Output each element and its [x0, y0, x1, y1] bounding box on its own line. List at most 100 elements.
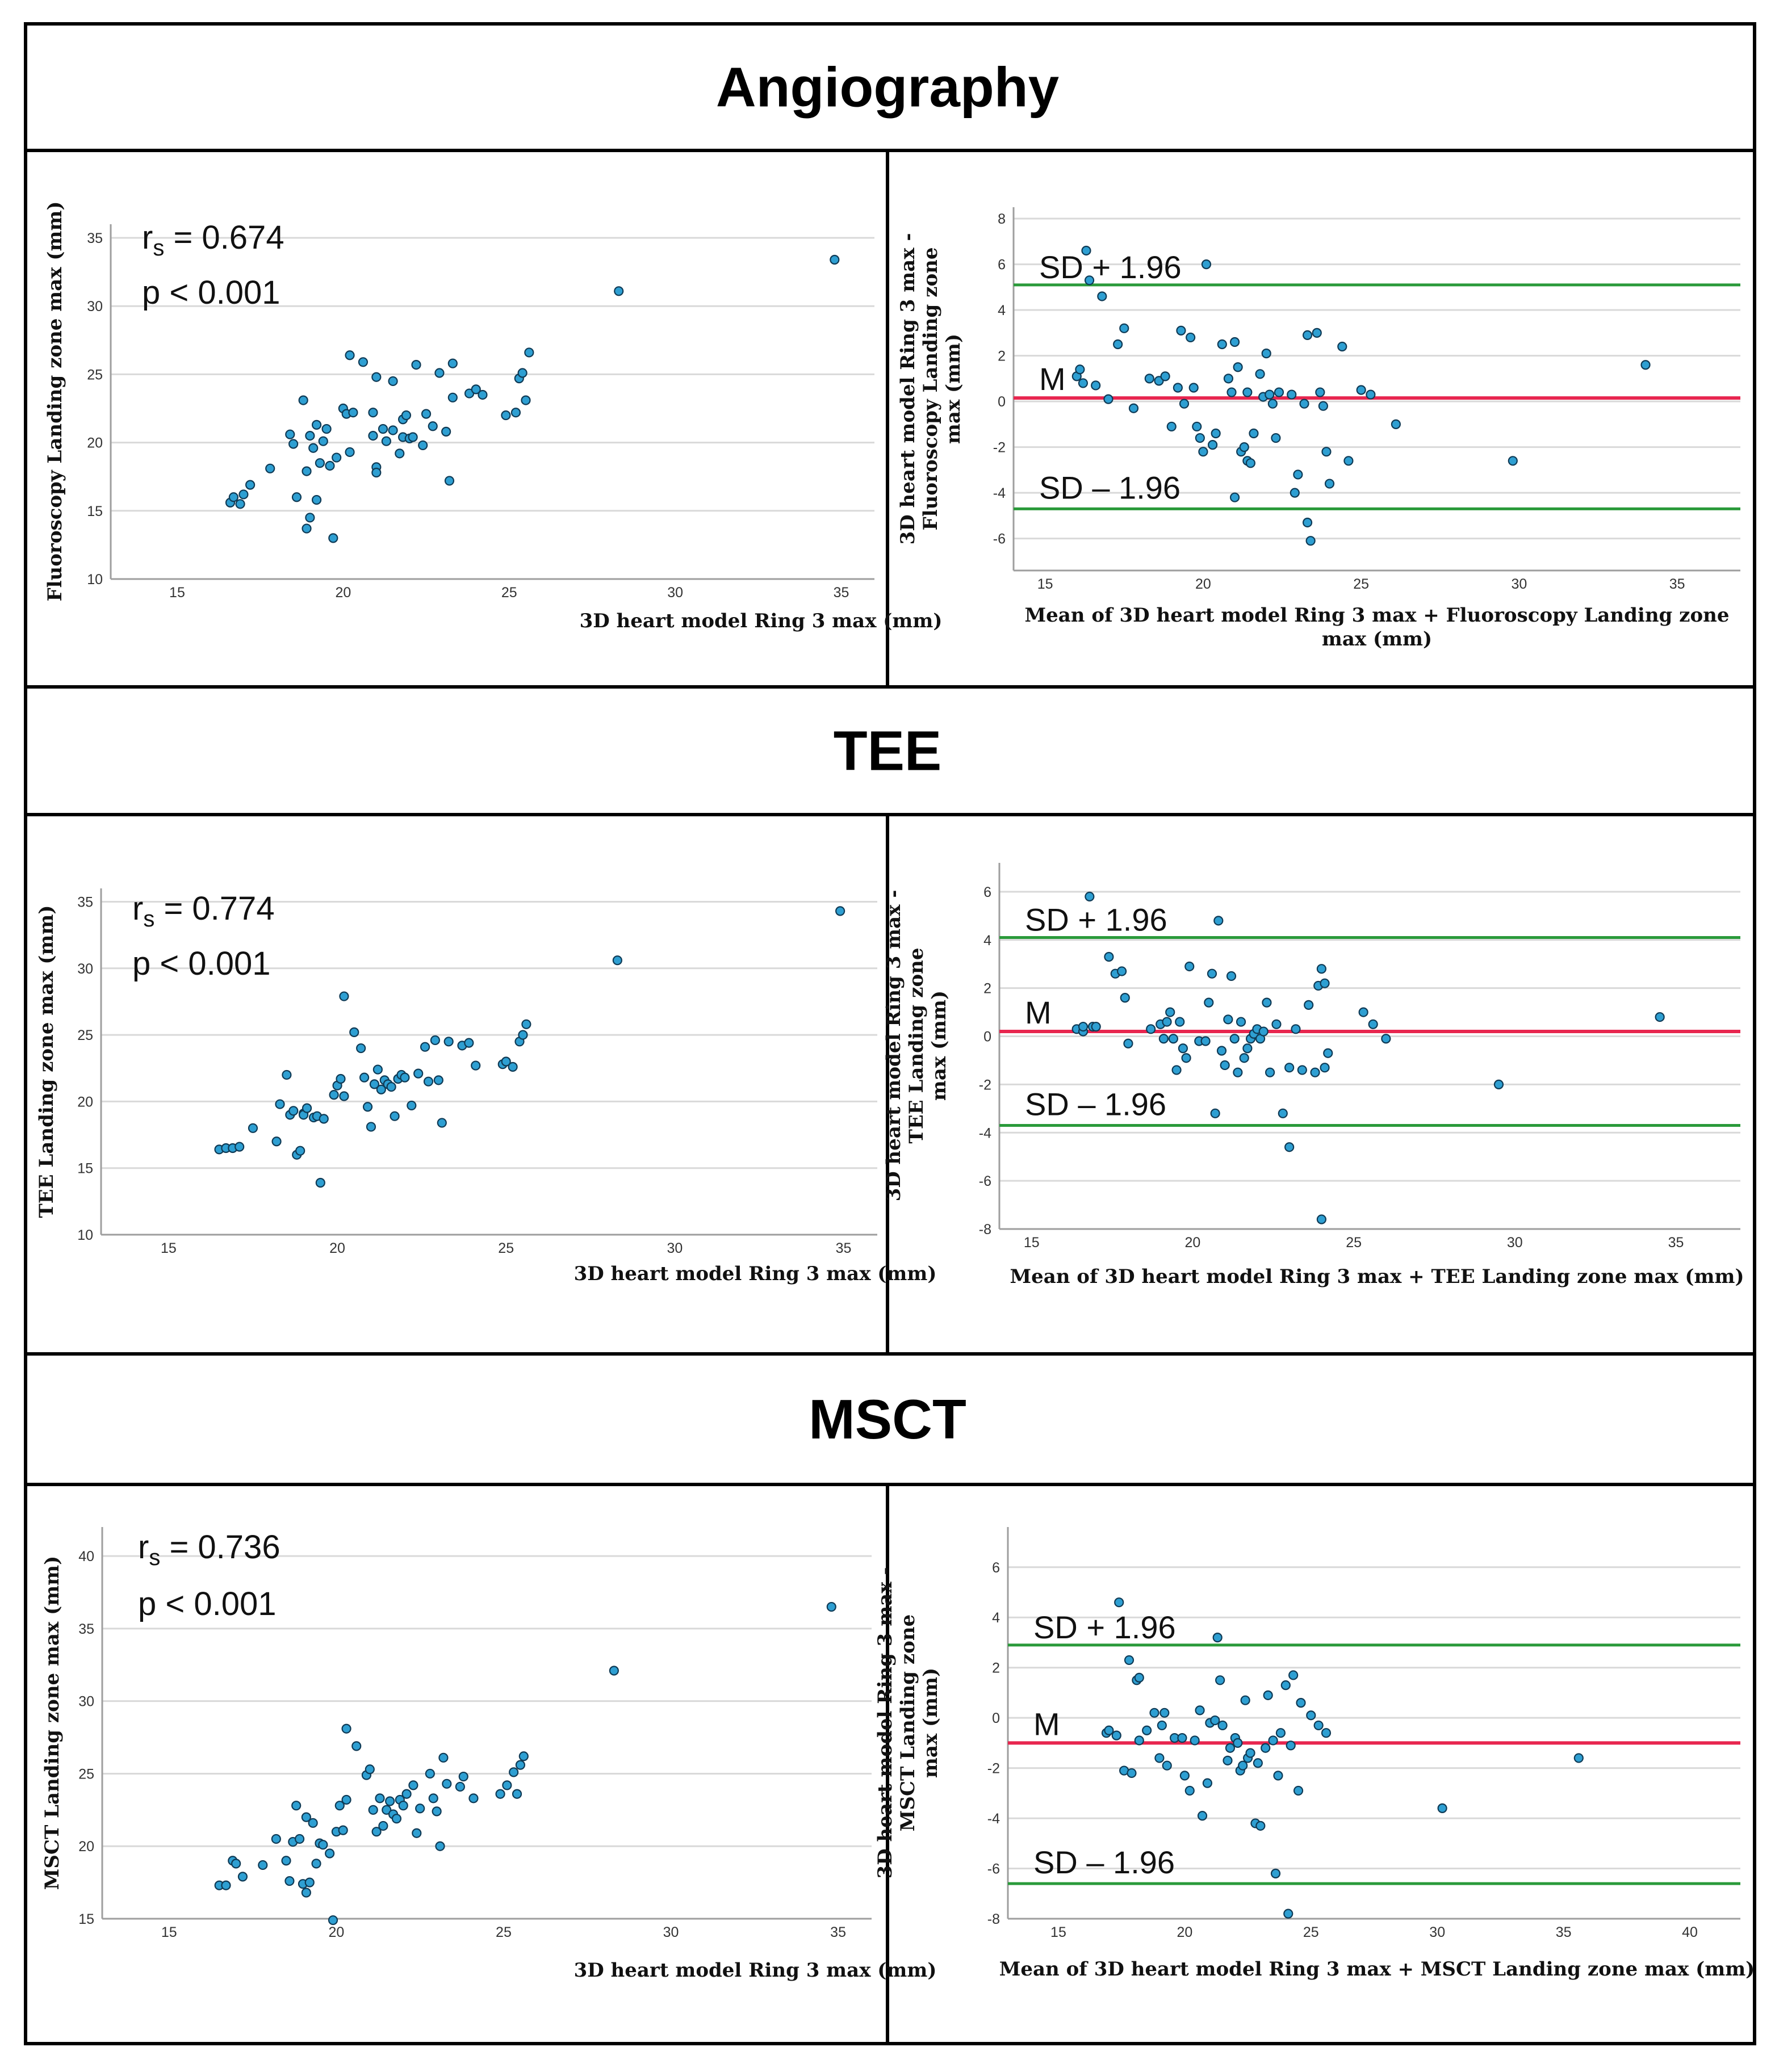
data-point [1229, 337, 1240, 347]
data-point [304, 1877, 315, 1888]
y-tick-label: -6 [993, 531, 1006, 547]
data-point [1154, 1753, 1165, 1763]
data-point [1316, 964, 1326, 974]
stat-value: = 0.774 [154, 890, 274, 927]
data-point [1217, 339, 1227, 350]
data-point [1318, 401, 1328, 411]
data-point [1223, 1755, 1233, 1765]
data-point [1198, 447, 1208, 457]
x-axis-title: Mean of 3D heart model Ring 3 max + Fluo… [1025, 604, 1730, 651]
data-point [1305, 536, 1316, 546]
data-point [339, 1091, 349, 1101]
data-point [1111, 1730, 1121, 1740]
stat-value: = 0.674 [164, 219, 284, 256]
data-point [319, 1114, 329, 1124]
data-point [328, 533, 338, 543]
data-point [381, 436, 391, 446]
y-tick-label: 0 [992, 1710, 1000, 1726]
data-point [366, 1122, 376, 1132]
x-axis-title: 3D heart model Ring 3 max (mm) [574, 1263, 937, 1285]
data-point [508, 1062, 518, 1072]
y-tick-label: 2 [998, 349, 1006, 364]
data-point [1119, 323, 1129, 333]
data-point [398, 1801, 408, 1811]
data-point [1293, 1785, 1304, 1796]
data-point [386, 1081, 396, 1092]
data-point [1290, 488, 1300, 498]
data-point [1184, 1785, 1195, 1796]
mean-label: M [1025, 995, 1052, 1030]
y-tick-label: 15 [87, 504, 103, 519]
data-point [1310, 1067, 1320, 1077]
data-point [1165, 1007, 1175, 1017]
data-point [517, 368, 528, 378]
data-point [1299, 399, 1309, 409]
x-tick-label: 35 [1668, 1235, 1684, 1251]
data-point [288, 439, 299, 449]
data-point [614, 286, 624, 296]
data-point [521, 1019, 531, 1029]
data-point [1078, 378, 1089, 388]
y-tick-label: 6 [992, 1560, 1000, 1576]
data-point [401, 410, 412, 421]
data-point [358, 357, 369, 367]
data-point [341, 1723, 351, 1734]
data-point [515, 1760, 526, 1770]
data-point [378, 1821, 388, 1831]
data-point [369, 1079, 380, 1089]
data-point [1175, 1017, 1185, 1027]
data-point [1573, 1753, 1584, 1763]
figure-frame [24, 22, 1756, 2045]
data-point [1239, 1053, 1249, 1063]
data-point [248, 1123, 258, 1133]
x-tick-label: 40 [1682, 1924, 1698, 1940]
data-point [258, 1860, 268, 1870]
data-point [302, 523, 312, 534]
data-point [1204, 997, 1214, 1008]
data-point [1178, 1043, 1188, 1054]
y-tick-label: 25 [78, 1766, 94, 1782]
y-tick-label: 25 [87, 367, 103, 383]
data-point [1253, 1758, 1263, 1768]
y-tick-label: 20 [77, 1094, 93, 1110]
data-point [413, 1068, 424, 1079]
data-point [1226, 387, 1237, 397]
stat-subscript: s [149, 1545, 160, 1570]
data-point [1213, 916, 1224, 926]
y-axis-title: 3D heart model Ring 3 max -TEE Landing z… [882, 890, 951, 1202]
data-point [1258, 1026, 1269, 1037]
stat-symbol: r [132, 890, 143, 927]
y-tick-label: 4 [983, 933, 991, 949]
data-point [265, 463, 275, 473]
data-point [1223, 1014, 1233, 1025]
data-point [835, 906, 845, 916]
data-point [1124, 1655, 1135, 1666]
data-point [356, 1043, 366, 1054]
data-point [433, 1075, 443, 1085]
data-point [368, 1805, 378, 1815]
data-point [1293, 469, 1303, 480]
data-point [1508, 456, 1518, 466]
x-tick-label: 15 [1050, 1924, 1066, 1940]
data-point [1149, 1708, 1159, 1718]
data-point [1177, 1733, 1187, 1743]
x-tick-label: 30 [1512, 576, 1527, 592]
data-point [510, 408, 521, 418]
data-point [423, 1076, 434, 1087]
data-point [378, 423, 388, 434]
data-point [458, 1771, 468, 1782]
data-point [281, 1856, 291, 1866]
data-point [1134, 1672, 1144, 1683]
data-point [231, 1859, 241, 1869]
x-tick-label: 15 [1024, 1235, 1040, 1251]
data-point [1343, 456, 1354, 466]
data-point [385, 1796, 395, 1806]
data-point [1271, 433, 1281, 443]
x-tick-label: 20 [1177, 1924, 1192, 1940]
y-tick-label: -8 [979, 1222, 991, 1238]
data-point [1233, 1738, 1243, 1748]
data-point [1104, 951, 1114, 962]
data-point [1265, 1067, 1275, 1077]
data-point [365, 1764, 375, 1775]
